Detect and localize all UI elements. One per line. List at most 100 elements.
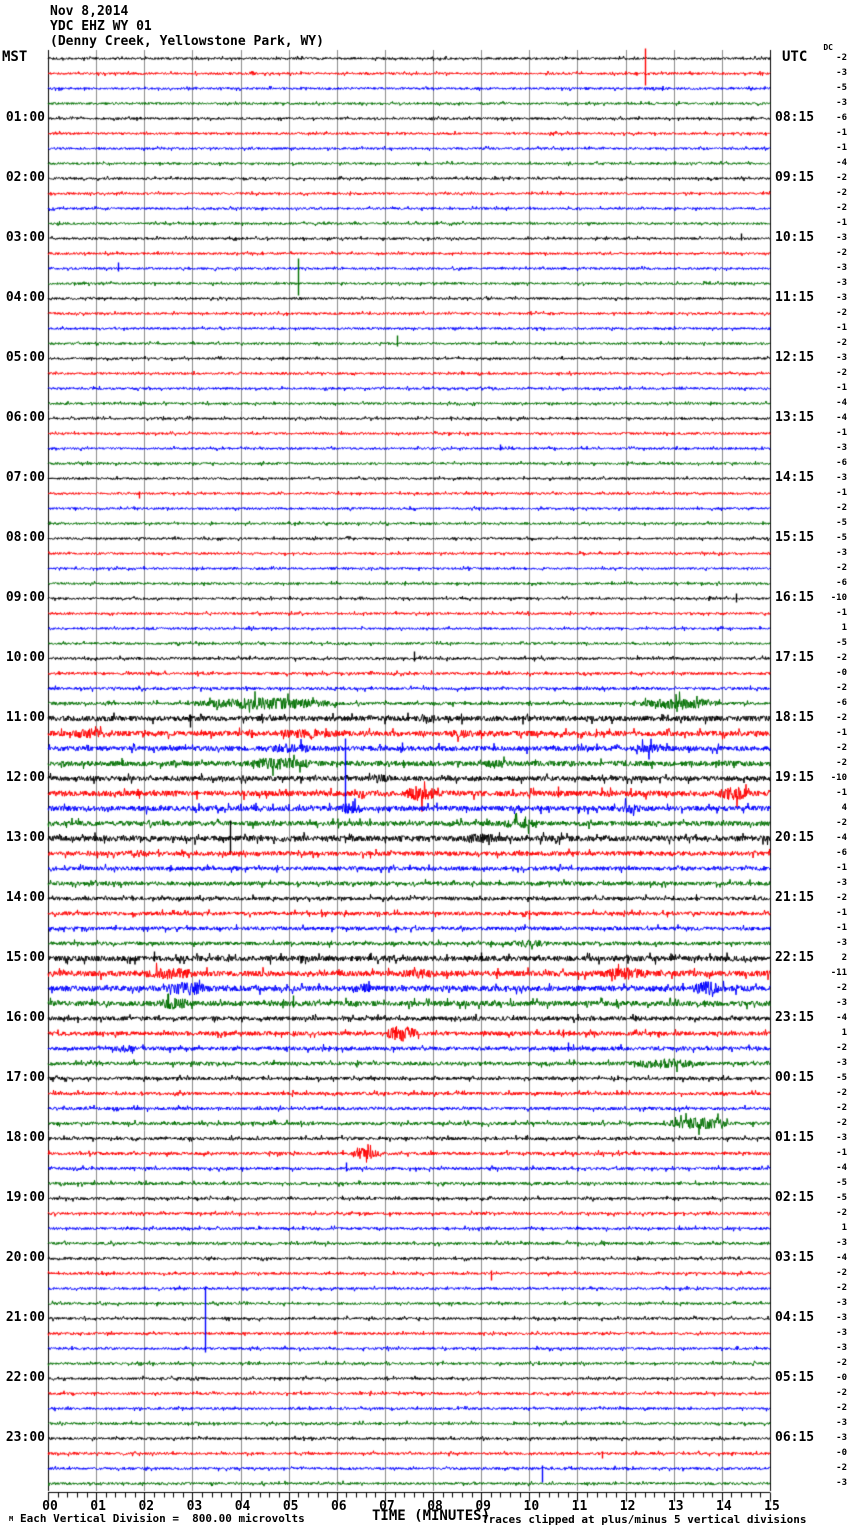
- dc-value: -6: [836, 113, 847, 123]
- dc-value: -3: [836, 473, 847, 483]
- dc-value: -3: [836, 938, 847, 948]
- dc-value: -5: [836, 83, 847, 93]
- mst-hour-label: 16:00: [5, 1010, 45, 1025]
- dc-value: -1: [836, 908, 847, 918]
- utc-hour-label: 05:15: [775, 1370, 815, 1385]
- x-tick-label: 01: [90, 1499, 106, 1514]
- dc-value: -5: [836, 533, 847, 543]
- dc-value: -1: [836, 488, 847, 498]
- dc-value: -2: [836, 743, 847, 753]
- header-location: (Denny Creek, Yellowstone Park, WY): [50, 34, 324, 49]
- x-tick-label: 10: [523, 1499, 540, 1514]
- mst-hour-label: 14:00: [5, 890, 45, 905]
- dc-value: -4: [836, 398, 847, 408]
- mst-hour-label: 08:00: [5, 530, 45, 545]
- mst-hour-label: 03:00: [5, 230, 45, 245]
- mst-hour-label: 02:00: [5, 170, 45, 185]
- dc-value: -1: [836, 383, 847, 393]
- dc-value: -5: [836, 518, 847, 528]
- dc-value: -1: [836, 428, 847, 438]
- clip-note: Traces clipped at plus/minus 5 vertical …: [482, 1513, 807, 1526]
- dc-value: -3: [836, 1298, 847, 1308]
- dc-value: -4: [836, 158, 847, 168]
- dc-value: -2: [836, 248, 847, 258]
- utc-hour-label: 06:15: [775, 1430, 815, 1445]
- dc-value: -1: [836, 323, 847, 333]
- x-tick-label: 13: [667, 1499, 684, 1514]
- utc-hour-label: 13:15: [775, 410, 815, 425]
- dc-value: -2: [836, 173, 847, 183]
- dc-value: -3: [836, 1478, 847, 1488]
- dc-value: -2: [836, 1103, 847, 1113]
- dc-value: -2: [836, 683, 847, 693]
- dc-value: -2: [836, 713, 847, 723]
- mst-hour-label: 23:00: [5, 1430, 45, 1445]
- dc-value: -4: [836, 413, 847, 423]
- utc-hour-label: 01:15: [775, 1130, 815, 1145]
- dc-value: -1: [836, 218, 847, 228]
- dc-value: -3: [836, 1343, 847, 1353]
- dc-value: -4: [836, 1013, 847, 1023]
- utc-hour-label: 14:15: [775, 470, 815, 485]
- dc-value: -3: [836, 1433, 847, 1443]
- dc-value: -2: [836, 368, 847, 378]
- dc-value: -3: [836, 878, 847, 888]
- dc-value: 1: [841, 1028, 847, 1038]
- dc-value: -2: [836, 758, 847, 768]
- mst-hour-label: 01:00: [5, 110, 45, 125]
- mst-hour-label: 12:00: [5, 770, 45, 785]
- x-tick-label: 05: [282, 1499, 299, 1514]
- dc-value: -6: [836, 698, 847, 708]
- dc-value: -3: [836, 1418, 847, 1428]
- dc-value: -5: [836, 1193, 847, 1203]
- utc-hour-label: 04:15: [775, 1310, 815, 1325]
- utc-hour-label: 15:15: [775, 530, 815, 545]
- dc-value: -1: [836, 128, 847, 138]
- dc-value: -3: [836, 233, 847, 243]
- utc-hour-label: 03:15: [775, 1250, 815, 1265]
- mst-hour-label: 17:00: [5, 1070, 45, 1085]
- x-tick-label: 08: [427, 1499, 443, 1514]
- dc-value: -2: [836, 818, 847, 828]
- dc-value: -2: [836, 563, 847, 573]
- dc-value: 2: [841, 953, 847, 963]
- dc-value: -1: [836, 143, 847, 153]
- dc-value: -2: [836, 1208, 847, 1218]
- mst-hour-label: 11:00: [5, 710, 45, 725]
- dc-value: -2: [836, 1043, 847, 1053]
- dc-value: -4: [836, 1163, 847, 1173]
- dc-value: -2: [836, 1118, 847, 1128]
- mst-hour-label: 18:00: [5, 1130, 45, 1145]
- dc-value: -3: [836, 1313, 847, 1323]
- mst-hour-label: 06:00: [5, 410, 45, 425]
- dc-value: -2: [836, 653, 847, 663]
- utc-hour-label: 16:15: [775, 590, 815, 605]
- dc-value: -2: [836, 1283, 847, 1293]
- dc-value: -5: [836, 1178, 847, 1188]
- dc-value: 1: [841, 623, 847, 633]
- mst-hour-label: 07:00: [5, 470, 45, 485]
- dc-value: -2: [836, 893, 847, 903]
- dc-value: -0: [836, 1373, 847, 1383]
- dc-value: -4: [836, 1253, 847, 1263]
- x-axis-title: TIME (MINUTES): [372, 1508, 491, 1524]
- dc-value: -0: [836, 668, 847, 678]
- mst-hour-label: 22:00: [5, 1370, 45, 1385]
- dc-value: 4: [841, 803, 847, 813]
- dc-value: -3: [836, 293, 847, 303]
- x-tick-label: 15: [764, 1499, 780, 1514]
- dc-value: -3: [836, 263, 847, 273]
- dc-value: -3: [836, 1328, 847, 1338]
- header-date: Nov 8,2014: [50, 4, 129, 19]
- dc-value: -6: [836, 578, 847, 588]
- utc-hour-label: 21:15: [775, 890, 815, 905]
- dc-value: -2: [836, 983, 847, 993]
- mst-hour-label: 09:00: [5, 590, 45, 605]
- dc-value: -2: [836, 1268, 847, 1278]
- dc-value: -3: [836, 278, 847, 288]
- corner-mark: M: [9, 1515, 14, 1523]
- utc-hour-label: 17:15: [775, 650, 815, 665]
- dc-value: -3: [836, 998, 847, 1008]
- dc-value: -3: [836, 548, 847, 558]
